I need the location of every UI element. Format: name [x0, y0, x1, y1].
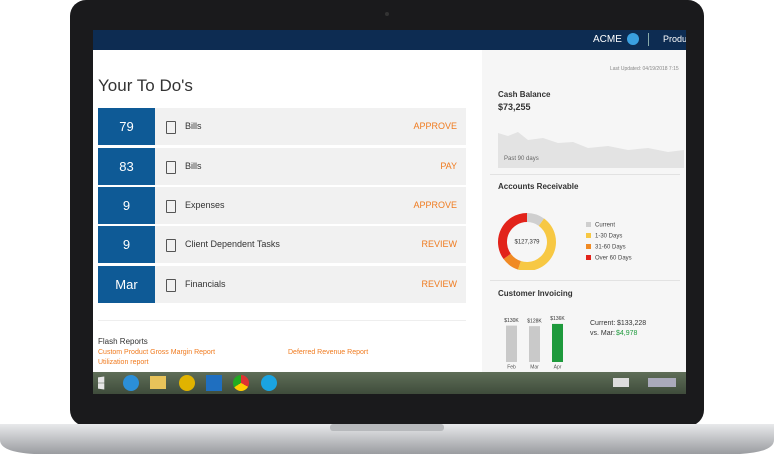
card-title: Customer Invoicing: [498, 289, 573, 298]
todo-action[interactable]: REVIEW: [421, 279, 457, 289]
vs-value: $4,978: [616, 330, 638, 337]
bar-chart: $130K Feb $128K Mar $136K Apr: [504, 316, 565, 370]
bar-category-label: Feb: [507, 364, 516, 370]
bar-value-label: $130K: [504, 318, 519, 324]
donut-chart: Current 1-30 Days 31-60 Days Over 60 Days $1…: [498, 213, 632, 270]
todo-count: 9: [98, 187, 155, 224]
current-label: Current:: [590, 320, 616, 327]
donut-center-label: $127,379: [514, 240, 540, 246]
divider: [490, 280, 680, 281]
todo-row[interactable]: 9 Expenses APPROVE: [98, 187, 466, 224]
todo-action[interactable]: APPROVE: [413, 121, 457, 131]
donut-segment: [518, 218, 556, 270]
sparkline-area: [498, 132, 684, 168]
app-icon[interactable]: [261, 375, 277, 391]
donut-segment: [527, 213, 545, 226]
side-panel: Last Updated: 04/19/2018 7:15 Cash Balan…: [482, 50, 686, 372]
bar: [506, 325, 517, 362]
current-value: $133,228: [617, 320, 647, 327]
cash-amount: $73,255: [498, 102, 531, 112]
bar-value-label: $128K: [527, 318, 542, 324]
top-bar: ACME Produ: [93, 30, 686, 50]
legend-label: 31-60 Days: [595, 245, 626, 251]
todo-icon: [166, 279, 176, 292]
todo-action[interactable]: REVIEW: [421, 239, 457, 249]
todo-icon: [166, 239, 176, 252]
todo-row[interactable]: 9 Client Dependent Tasks REVIEW: [98, 226, 466, 263]
divider: [98, 320, 466, 321]
todo-label: Client Dependent Tasks: [185, 239, 280, 249]
legend-swatch: [586, 222, 591, 227]
todo-action[interactable]: PAY: [440, 161, 457, 171]
notch: [330, 424, 444, 431]
legend-label: 1-30 Days: [595, 234, 622, 240]
bar-category-label: Apr: [554, 364, 562, 370]
flash-title: Flash Reports: [98, 337, 148, 346]
app-icon[interactable]: [123, 375, 139, 391]
tray-icons[interactable]: [648, 378, 676, 387]
report-link[interactable]: Utilization report: [98, 359, 149, 366]
brand: ACME: [593, 34, 622, 45]
divider: [648, 33, 649, 46]
legend-swatch: [586, 255, 591, 260]
tray-icon[interactable]: [613, 378, 629, 387]
bar: [552, 323, 563, 362]
donut-segment: [498, 213, 527, 260]
globe-icon[interactable]: [627, 33, 639, 45]
vs-label: vs. Mar:: [590, 330, 615, 337]
screen: ACME Produ Your To Do's 79 Bills APPROVE 83…: [93, 30, 686, 394]
donut-segment: [503, 253, 521, 270]
legend-swatch: [586, 233, 591, 238]
taskbar: [93, 372, 686, 394]
todo-icon: [166, 161, 176, 174]
todo-row[interactable]: 79 Bills APPROVE: [98, 108, 466, 145]
card-title: Accounts Receivable: [498, 182, 579, 191]
todo-label: Bills: [185, 121, 202, 131]
todo-count: 83: [98, 148, 155, 185]
nav-link[interactable]: Produ: [663, 34, 686, 44]
app-icon[interactable]: [233, 375, 249, 391]
todo-row[interactable]: Mar Financials REVIEW: [98, 266, 466, 303]
bar: [529, 326, 540, 362]
todo-title: Your To Do's: [98, 76, 193, 95]
todo-row[interactable]: 83 Bills PAY: [98, 148, 466, 185]
todo-count: 79: [98, 108, 155, 145]
card-title: Cash Balance: [498, 90, 551, 99]
todo-label: Bills: [185, 161, 202, 171]
legend-swatch: [586, 244, 591, 249]
todo-count: 9: [98, 226, 155, 263]
last-updated: Last Updated: 04/19/2018 7:15: [610, 66, 679, 72]
legend-label: Over 60 Days: [595, 256, 632, 262]
sparkline: [498, 132, 684, 168]
app-icon[interactable]: [206, 375, 222, 391]
todo-label: Expenses: [185, 200, 225, 210]
bar-value-label: $136K: [550, 316, 565, 322]
todo-icon: [166, 121, 176, 134]
todo-icon: [166, 200, 176, 213]
camera: [385, 12, 389, 16]
report-link[interactable]: Custom Product Gross Margin Report: [98, 349, 216, 356]
bar-category-label: Mar: [530, 364, 539, 370]
report-link[interactable]: Deferred Revenue Report: [288, 349, 369, 356]
todo-action[interactable]: APPROVE: [413, 200, 457, 210]
todo-count: Mar: [98, 266, 155, 303]
start-button[interactable]: [98, 376, 105, 390]
todo-label: Financials: [185, 279, 226, 289]
base: [0, 424, 774, 454]
caption: Past 90 days: [504, 156, 539, 162]
divider: [490, 174, 680, 175]
legend-label: Current: [595, 223, 615, 229]
app-icon[interactable]: [179, 375, 195, 391]
app-icon[interactable]: [150, 376, 166, 389]
